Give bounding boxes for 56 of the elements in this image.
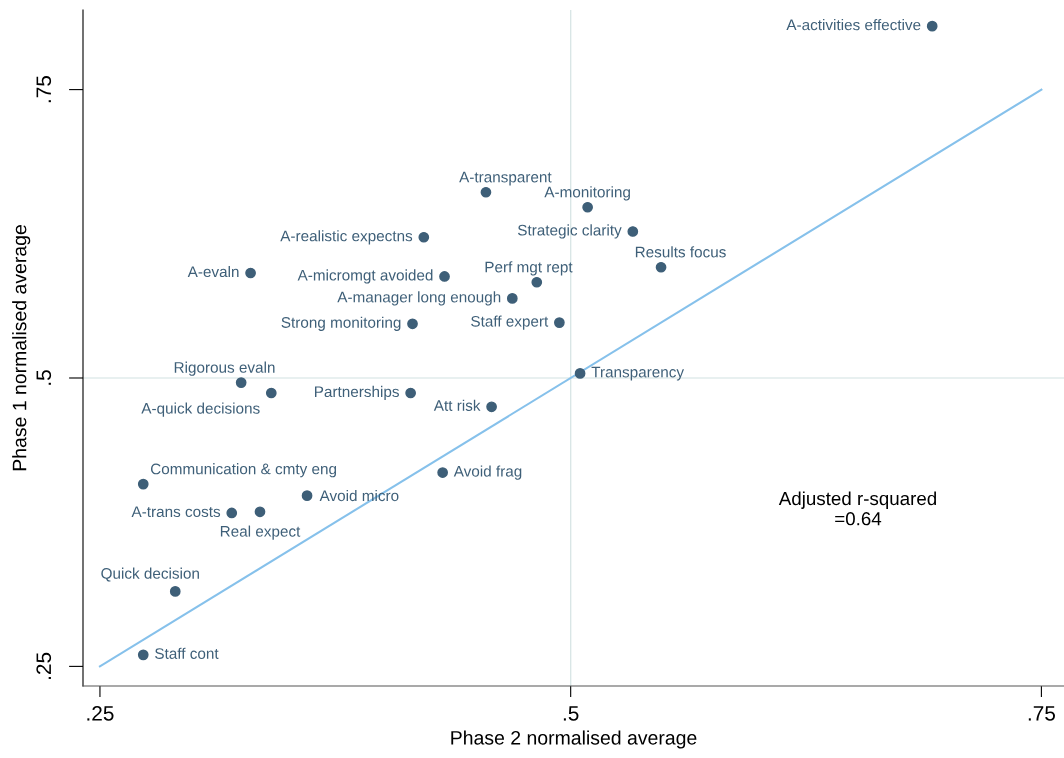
point: [265, 387, 277, 399]
annotation: Communication & cmty eng: [150, 463, 337, 478]
annotation: Perf mgt rept: [485, 261, 573, 276]
point: [655, 261, 667, 273]
annotation: A-evaln: [187, 265, 239, 278]
point: [301, 490, 313, 502]
point: [926, 20, 938, 32]
y-tick-label: .75: [36, 75, 52, 103]
annotation: Rigorous evaln: [174, 361, 275, 376]
annotation: A-micromgt avoided: [297, 269, 433, 284]
x-axis-title: Phase 2 normalised average: [451, 730, 697, 749]
x-tick-label: .5: [563, 706, 579, 721]
point: [486, 401, 497, 413]
point: [226, 507, 238, 519]
annotation: Att risk: [433, 399, 481, 411]
point: [554, 317, 565, 328]
annotation: Adjusted r-squared =0.64: [778, 491, 936, 526]
annotation: Strong monitoring: [281, 316, 401, 331]
point: [407, 318, 418, 330]
annotation: A-transparent: [459, 171, 552, 186]
y-tick-label: .25: [36, 652, 52, 679]
y-tick-label: .5: [36, 370, 52, 385]
point: [506, 293, 518, 304]
point: [405, 387, 416, 399]
point: [137, 649, 149, 661]
annotation: Partnerships: [315, 385, 399, 401]
annotation: Avoid frag: [453, 465, 522, 480]
annotation: A-manager long enough: [337, 291, 501, 306]
point: [137, 478, 149, 490]
annotation: A-activities effective: [786, 19, 921, 31]
annotation: Transparency: [591, 366, 684, 381]
point: [245, 267, 256, 279]
annotation: Staff expert: [471, 315, 549, 330]
point: [437, 467, 448, 478]
annotation: Strategic clarity: [517, 224, 622, 239]
x-tick-label: .75: [1028, 706, 1056, 721]
annotation: Staff cont: [155, 647, 219, 659]
point: [439, 271, 450, 282]
annotation: Quick decision: [101, 567, 199, 582]
point: [574, 368, 586, 379]
point: [531, 276, 543, 288]
point: [235, 377, 247, 388]
point: [418, 231, 430, 243]
annotation: A-realistic expectns: [280, 230, 413, 245]
point: [627, 226, 639, 237]
point: [582, 201, 593, 213]
annotation: A-monitoring: [544, 186, 630, 201]
point: [480, 186, 492, 198]
annotation: A-quick decisions: [141, 402, 260, 417]
point: [254, 506, 266, 518]
annotation: Results focus: [635, 246, 726, 258]
annotation: A-trans costs: [131, 506, 221, 518]
annotation: Real expect: [220, 525, 301, 540]
y-axis-title: Phase 1 normalised average: [12, 225, 31, 471]
point: [169, 586, 181, 597]
x-tick-label: .25: [87, 705, 114, 721]
